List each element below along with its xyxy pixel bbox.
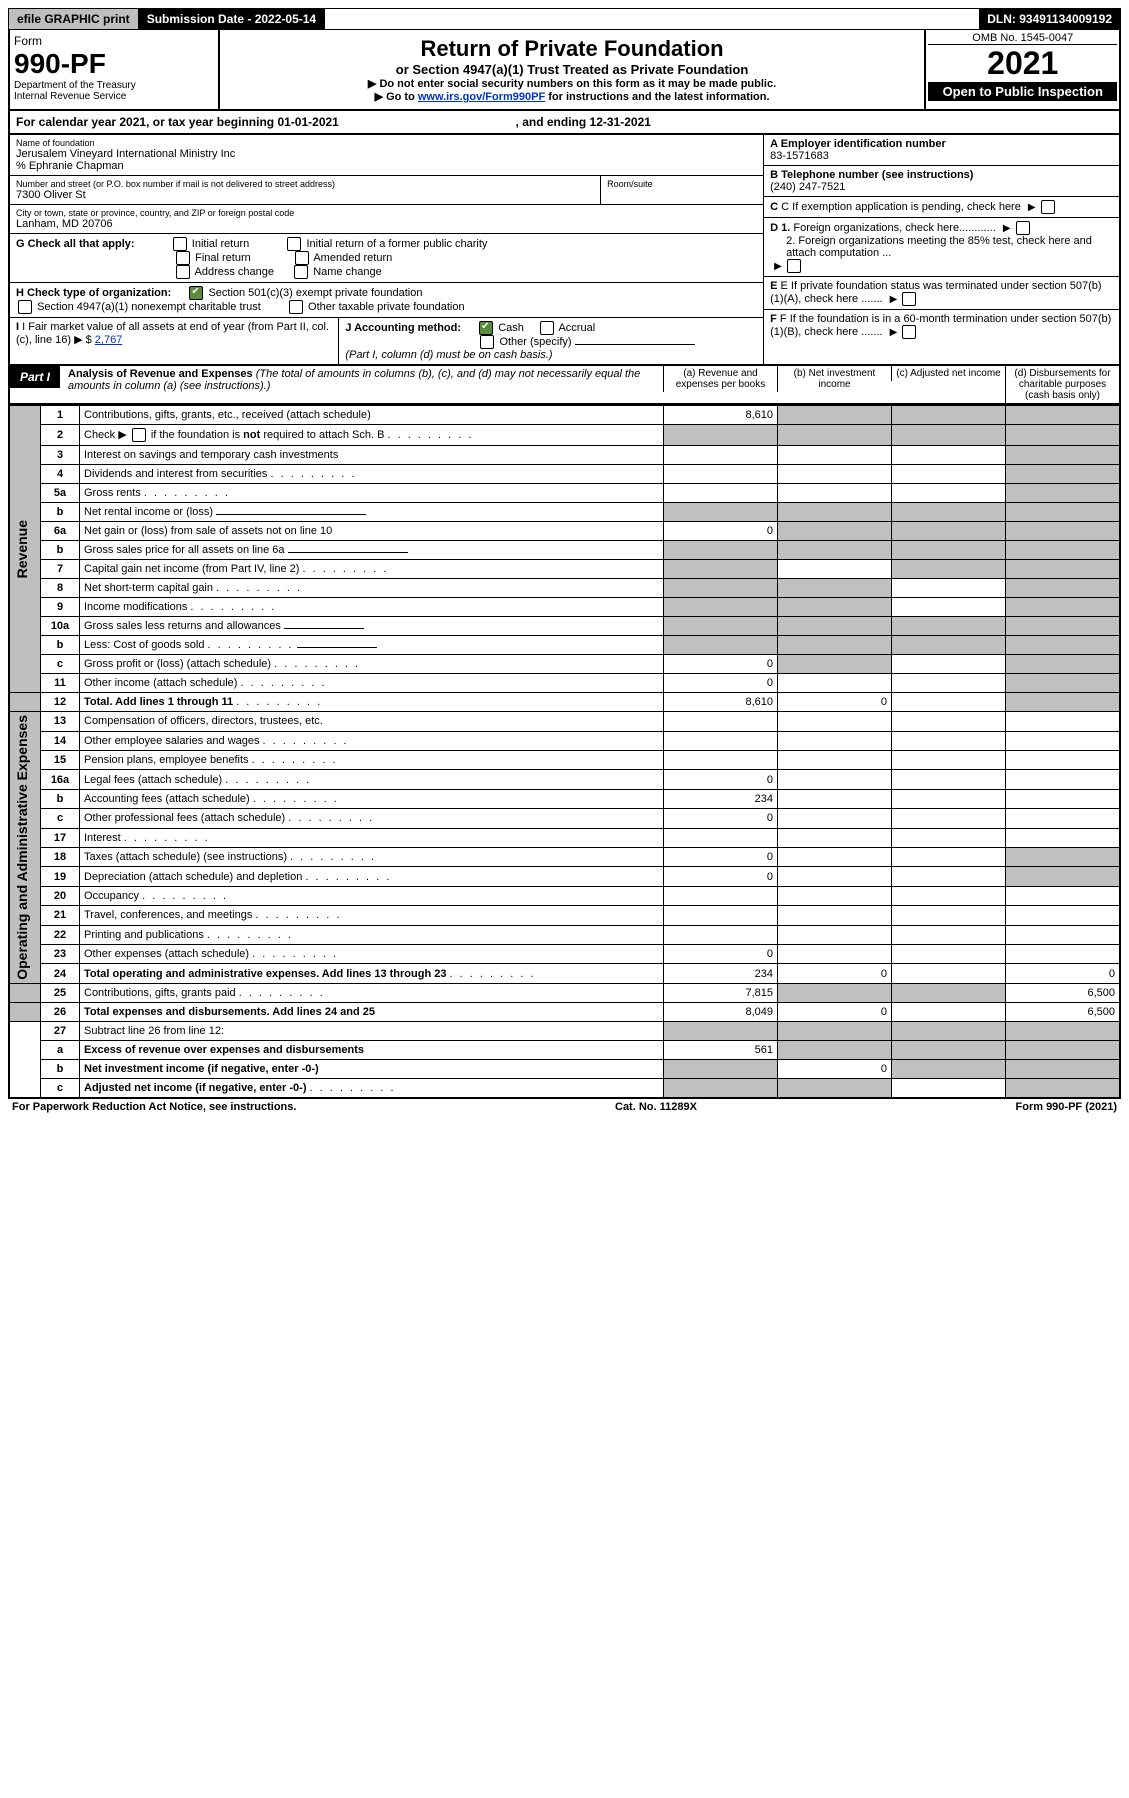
label-a: A Employer identification number <box>770 138 1113 150</box>
header-right: OMB No. 1545-0047 2021 Open to Public In… <box>924 30 1119 109</box>
section-j: J Accounting method: Cash Accrual Other … <box>339 318 763 364</box>
ein-value: 83-1571683 <box>770 150 1113 162</box>
care-of: % Ephranie Chapman <box>16 160 757 172</box>
header-center: Return of Private Foundation or Section … <box>220 30 925 109</box>
room-label: Room/suite <box>607 179 757 189</box>
chk-initial-former[interactable] <box>287 237 301 251</box>
form-number: 990-PF <box>14 48 214 80</box>
note-1: ▶ Do not enter social security numbers o… <box>226 77 919 90</box>
efile-print-button[interactable]: efile GRAPHIC print <box>9 9 139 29</box>
chk-other-method[interactable] <box>480 335 494 349</box>
chk-accrual[interactable] <box>540 321 554 335</box>
phone-value: (240) 247-7521 <box>770 181 1113 193</box>
identification-block: Name of foundation Jerusalem Vineyard In… <box>8 135 1121 366</box>
header-left: Form 990-PF Department of the Treasury I… <box>10 30 220 109</box>
omb-number: OMB No. 1545-0047 <box>928 32 1117 45</box>
label-d: D 1. Foreign organizations, check here..… <box>764 218 1119 277</box>
chk-other-taxable[interactable] <box>289 300 303 314</box>
col-a-header: (a) Revenue and expenses per books <box>663 366 777 392</box>
form-subtitle: or Section 4947(a)(1) Trust Treated as P… <box>226 62 919 77</box>
revenue-sidelabel: Revenue <box>14 520 30 578</box>
dept-label: Department of the Treasury Internal Reve… <box>14 80 214 102</box>
chk-initial-return[interactable] <box>173 237 187 251</box>
label-e: E E If private foundation status was ter… <box>764 277 1119 310</box>
name-label: Name of foundation <box>16 138 757 148</box>
chk-amended-return[interactable] <box>295 251 309 265</box>
col-c-header: (c) Adjusted net income <box>891 366 1005 381</box>
chk-e[interactable] <box>902 292 916 306</box>
col-d-header: (d) Disbursements for charitable purpose… <box>1005 366 1119 403</box>
footer-right: Form 990-PF (2021) <box>1016 1101 1118 1113</box>
col-b-header: (b) Net investment income <box>777 366 891 392</box>
label-c: C C If exemption application is pending,… <box>764 197 1119 218</box>
footer-mid: Cat. No. 11289X <box>615 1101 697 1113</box>
label-f: F F If the foundation is in a 60-month t… <box>764 310 1119 342</box>
section-g: G Check all that apply: Initial return I… <box>10 234 763 283</box>
street-address: 7300 Oliver St <box>16 189 594 201</box>
open-inspection: Open to Public Inspection <box>928 82 1117 101</box>
tax-year: 2021 <box>928 45 1117 82</box>
chk-name-change[interactable] <box>294 265 308 279</box>
fmv-link[interactable]: 2,767 <box>95 334 123 346</box>
city-state-zip: Lanham, MD 20706 <box>16 218 757 230</box>
form-word: Form <box>14 34 214 48</box>
irs-link[interactable]: www.irs.gov/Form990PF <box>418 91 545 103</box>
calendar-row: For calendar year 2021, or tax year begi… <box>8 111 1121 135</box>
part1-title: Analysis of Revenue and Expenses <box>68 368 253 380</box>
chk-sch-b[interactable] <box>132 428 146 442</box>
chk-501c3[interactable] <box>189 286 203 300</box>
top-bar: efile GRAPHIC print Submission Date - 20… <box>8 8 1121 30</box>
note-2: ▶ Go to www.irs.gov/Form990PF for instru… <box>226 90 919 103</box>
part1-header: Part I Analysis of Revenue and Expenses … <box>8 366 1121 405</box>
addr-label: Number and street (or P.O. box number if… <box>16 179 594 189</box>
chk-final-return[interactable] <box>176 251 190 265</box>
expenses-sidelabel: Operating and Administrative Expenses <box>14 715 30 980</box>
form-title: Return of Private Foundation <box>226 36 919 62</box>
submission-date: Submission Date - 2022-05-14 <box>139 9 325 29</box>
dln-label: DLN: 93491134009192 <box>979 9 1120 29</box>
part1-table: Revenue 1Contributions, gifts, grants, e… <box>8 405 1121 1099</box>
chk-d1[interactable] <box>1016 221 1030 235</box>
chk-f[interactable] <box>902 325 916 339</box>
form-header: Form 990-PF Department of the Treasury I… <box>8 30 1121 111</box>
part1-badge: Part I <box>10 366 60 388</box>
chk-address-change[interactable] <box>176 265 190 279</box>
page-footer: For Paperwork Reduction Act Notice, see … <box>8 1099 1121 1115</box>
chk-cash[interactable] <box>479 321 493 335</box>
section-h: H Check type of organization: Section 50… <box>10 283 763 318</box>
label-b: B Telephone number (see instructions) <box>770 169 1113 181</box>
footer-left: For Paperwork Reduction Act Notice, see … <box>12 1101 296 1113</box>
foundation-name: Jerusalem Vineyard International Ministr… <box>16 148 757 160</box>
chk-d2[interactable] <box>787 259 801 273</box>
chk-4947a1[interactable] <box>18 300 32 314</box>
section-i: I I Fair market value of all assets at e… <box>10 318 339 364</box>
city-label: City or town, state or province, country… <box>16 208 757 218</box>
chk-c[interactable] <box>1041 200 1055 214</box>
